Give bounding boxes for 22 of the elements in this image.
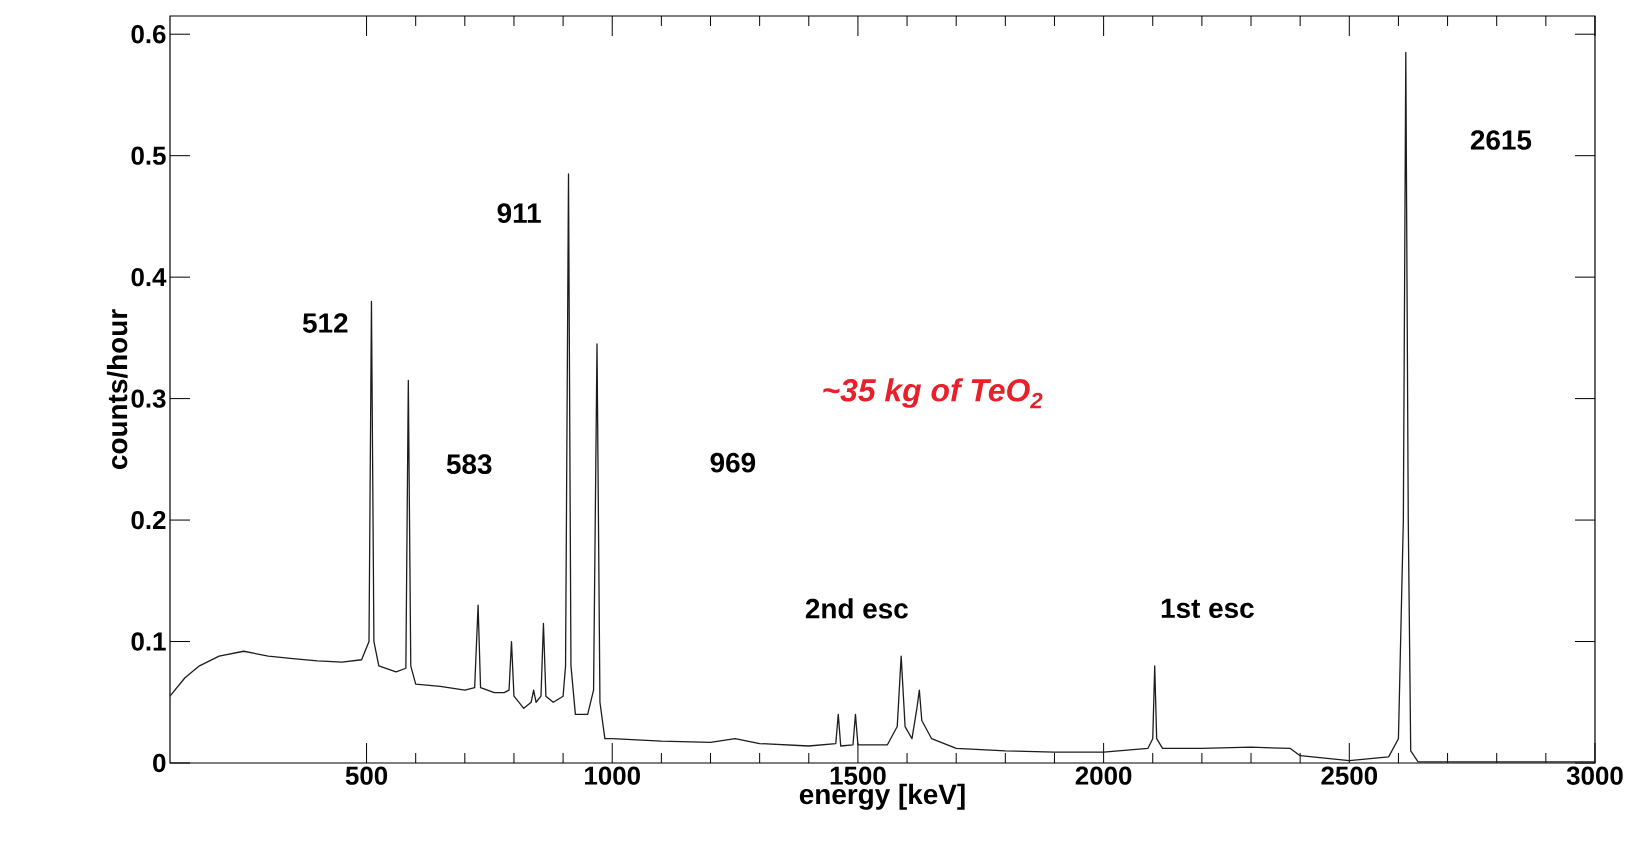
x-tick-label: 3000 xyxy=(1566,766,1623,785)
x-tick-label: 1500 xyxy=(830,766,886,785)
x-tick-label: 2500 xyxy=(1321,766,1378,785)
y-tick-label: 0.6 xyxy=(131,25,166,44)
annotation: 1st esc xyxy=(1161,598,1254,619)
y-axis-title: counts/hour xyxy=(106,309,128,469)
x-tick-label: 1000 xyxy=(585,766,640,785)
annotation: ~35 kg of TeO$_{2}$ xyxy=(823,378,1043,409)
y-tick-label: 0.1 xyxy=(131,632,166,651)
annotation: 512 xyxy=(302,313,348,333)
x-tick-label: 500 xyxy=(345,766,388,785)
annotation: 2615 xyxy=(1470,130,1532,150)
y-tick-label: 0 xyxy=(153,753,166,773)
annotation: 583 xyxy=(446,454,492,475)
annotation: 2nd esc xyxy=(805,598,908,619)
y-tick-label: 0.5 xyxy=(131,146,166,165)
y-tick-label: 0.3 xyxy=(131,389,166,408)
y-tick-label: 0.2 xyxy=(131,510,166,530)
annotation: 969 xyxy=(710,452,756,473)
y-tick-label: 0.4 xyxy=(131,267,167,287)
annotation: 911 xyxy=(497,203,541,224)
x-tick-label: 2000 xyxy=(1075,766,1132,785)
